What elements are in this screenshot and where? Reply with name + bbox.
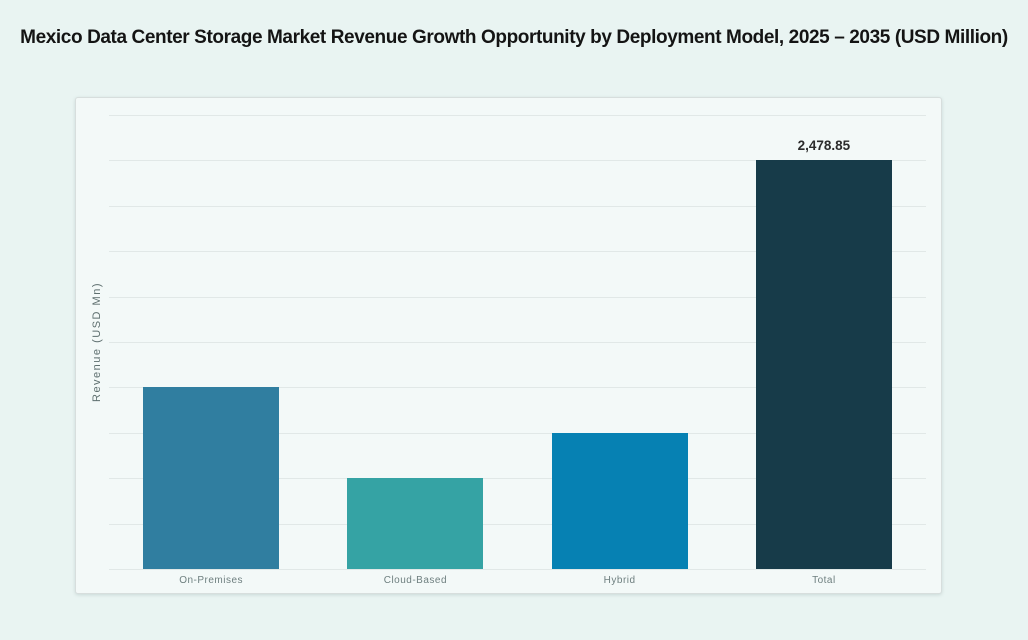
gridline — [109, 205, 926, 207]
data-label-total: 2,478.85 — [797, 138, 851, 154]
bar-on-premises — [143, 387, 280, 569]
gridline — [109, 387, 926, 389]
chart-card: Revenue (USD Mn) 2,478.85 On-Premises Clo… — [75, 97, 942, 594]
x-label-cloud-based: Cloud-Based — [383, 575, 448, 586]
gridline — [109, 478, 926, 480]
x-label-on-premises: On-Premises — [179, 575, 244, 586]
chart-title: Mexico Data Center Storage Market Revenu… — [20, 27, 1008, 48]
x-label-hybrid: Hybrid — [603, 575, 636, 586]
gridline — [109, 342, 926, 343]
gridline — [109, 432, 926, 434]
plot-area: 2,478.85 — [109, 115, 926, 570]
x-axis-labels: On-Premises Cloud-Based Hybrid Total — [109, 575, 926, 591]
gridline — [109, 523, 926, 525]
gridline — [109, 115, 926, 116]
bar-hybrid — [551, 432, 688, 569]
gridline — [109, 296, 926, 298]
gridline — [109, 569, 926, 570]
bar-total: 2,478.85 — [755, 138, 892, 569]
gridline — [109, 251, 926, 253]
gridline — [109, 160, 926, 162]
y-axis-label: Revenue (USD Mn) — [91, 282, 103, 402]
x-label-total: Total — [812, 575, 836, 586]
bar-cloud-based — [347, 478, 484, 569]
